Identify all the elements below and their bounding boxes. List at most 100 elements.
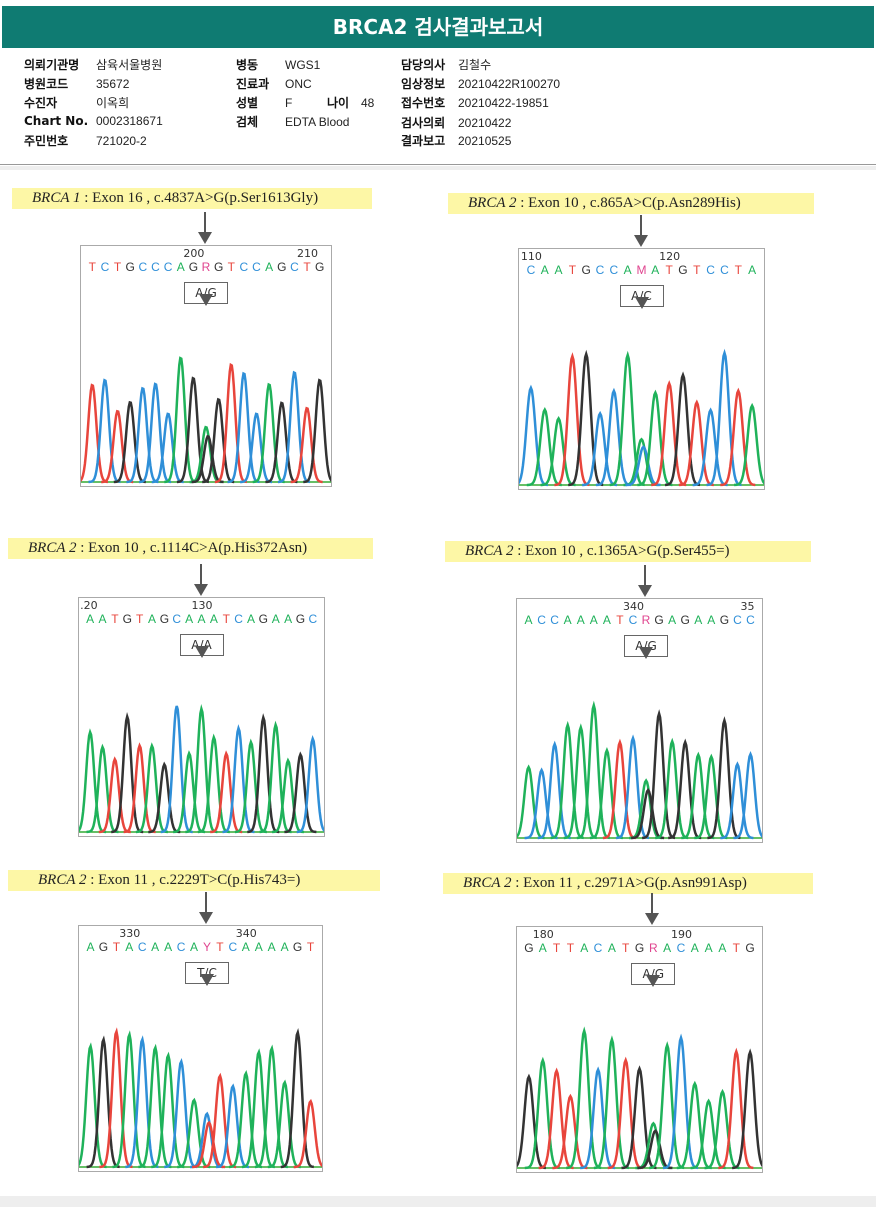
trace-peak xyxy=(99,1027,133,1169)
base-call: A xyxy=(246,612,255,626)
base-call: C xyxy=(308,612,318,626)
trace-peak xyxy=(720,387,756,487)
base-call: G xyxy=(213,260,224,274)
trace-peak xyxy=(641,709,676,840)
info-key: 병동 xyxy=(236,58,259,72)
trace-peak xyxy=(126,386,159,484)
base-call: G xyxy=(277,260,287,274)
trace-peak xyxy=(517,1073,546,1170)
base-call: C xyxy=(733,613,742,627)
base-call: C xyxy=(746,613,755,627)
base-call: G xyxy=(678,263,688,277)
chromatogram: T C T G C C C A G R G T C C A G C T G 200 210 A/G xyxy=(80,245,332,487)
base-call: T xyxy=(113,260,122,274)
base-call: A xyxy=(651,263,660,277)
trace-peak xyxy=(79,1042,107,1169)
trace-peak xyxy=(550,720,584,840)
trace-peak xyxy=(733,751,762,840)
base-call: C xyxy=(100,260,110,274)
trace-peak xyxy=(526,407,562,487)
info-value: 20210422R100270 xyxy=(458,77,561,91)
base-call: A xyxy=(663,941,672,955)
variant-label: BRCA 2 : Exon 11 , c.2971A>G(p.Asn991Asp… xyxy=(443,873,813,894)
info-value: 20210422-19851 xyxy=(458,96,549,110)
trace-peak xyxy=(524,1056,560,1170)
base-call: T xyxy=(222,612,230,626)
base-call: A xyxy=(241,940,250,954)
base-call: T xyxy=(616,613,624,627)
position-arrow-icon xyxy=(638,565,653,597)
info-value: EDTA Blood xyxy=(285,115,350,129)
base-call: A xyxy=(704,941,713,955)
trace-peak xyxy=(651,380,687,487)
trace-peak xyxy=(537,740,571,840)
base-call: C xyxy=(609,263,619,277)
position-number: 130 xyxy=(191,599,213,612)
trace-peak xyxy=(277,370,311,484)
chromatogram: G A T T A C A T G R A C A A A T G 180 190 A/G xyxy=(516,926,763,1173)
base-call: C xyxy=(176,940,186,954)
base-call: A xyxy=(151,940,160,954)
trace-peak xyxy=(98,756,131,834)
trace-peak xyxy=(176,376,210,484)
base-call: A xyxy=(563,613,572,627)
base-call: C xyxy=(163,260,173,274)
base-call: A xyxy=(524,613,533,627)
trace-peak xyxy=(271,757,305,834)
trace-peak xyxy=(692,407,728,487)
trace-peak xyxy=(731,1048,762,1170)
base-call: T xyxy=(135,612,144,626)
base-call: A xyxy=(538,941,547,955)
trace-peak xyxy=(690,1098,726,1170)
trace-peak xyxy=(629,778,663,840)
info-value: 20210422 xyxy=(458,116,512,130)
trace-peak xyxy=(284,751,317,834)
trace-peak xyxy=(151,1051,185,1169)
base-call: G xyxy=(524,941,534,955)
variant-label: BRCA 2 : Exon 10 , c.865A>C(p.Asn289His) xyxy=(448,193,814,214)
base-call: A xyxy=(197,612,206,626)
base-call: G xyxy=(295,612,306,626)
trace-peak xyxy=(676,1080,712,1170)
base-call: A xyxy=(86,940,95,954)
trace-peak xyxy=(86,743,119,834)
info-key: 수진자 xyxy=(24,96,58,110)
trace-peak xyxy=(197,733,230,834)
trace-peak xyxy=(240,412,273,484)
base-call: C xyxy=(151,260,160,274)
info-key: 담당의사 xyxy=(401,58,446,72)
trace-peak xyxy=(602,738,636,840)
base-call: C xyxy=(595,263,605,277)
base-call: T xyxy=(622,941,630,955)
trace-plot xyxy=(79,703,324,834)
info-value: 35672 xyxy=(96,77,130,91)
info-key: 진료과 xyxy=(236,77,270,91)
trace-peak xyxy=(707,716,741,840)
base-call: T xyxy=(227,260,235,274)
trace-plot xyxy=(517,1026,762,1170)
trace-peak xyxy=(593,1035,630,1170)
trace-peak xyxy=(185,703,218,834)
trace-peak xyxy=(655,737,689,840)
base-call: T xyxy=(112,940,121,954)
divider xyxy=(0,166,876,170)
base-call: A xyxy=(540,263,549,277)
base-call: T xyxy=(111,612,119,626)
info-key: 접수번호 xyxy=(401,96,446,110)
position-arrow-icon xyxy=(198,892,213,924)
base-call: G xyxy=(122,612,132,626)
base-call: A xyxy=(185,612,194,626)
info-value: ONC xyxy=(285,77,312,91)
base-call: A xyxy=(271,612,280,626)
trace-peak xyxy=(694,753,728,840)
info-value: 20210525 xyxy=(458,134,512,148)
chromatogram: A G T A C A A C A Y T C A A A A G T 330 340 T/C xyxy=(78,925,323,1172)
trace-peak xyxy=(214,362,247,484)
trace-peak xyxy=(265,401,298,484)
position-number: 35 xyxy=(740,600,755,613)
gene-name: BRCA 2 xyxy=(463,875,512,891)
base-call: Y xyxy=(202,940,211,954)
base-call: G xyxy=(581,263,591,277)
base-call: T xyxy=(734,263,742,277)
position-number: .20 xyxy=(80,599,98,612)
